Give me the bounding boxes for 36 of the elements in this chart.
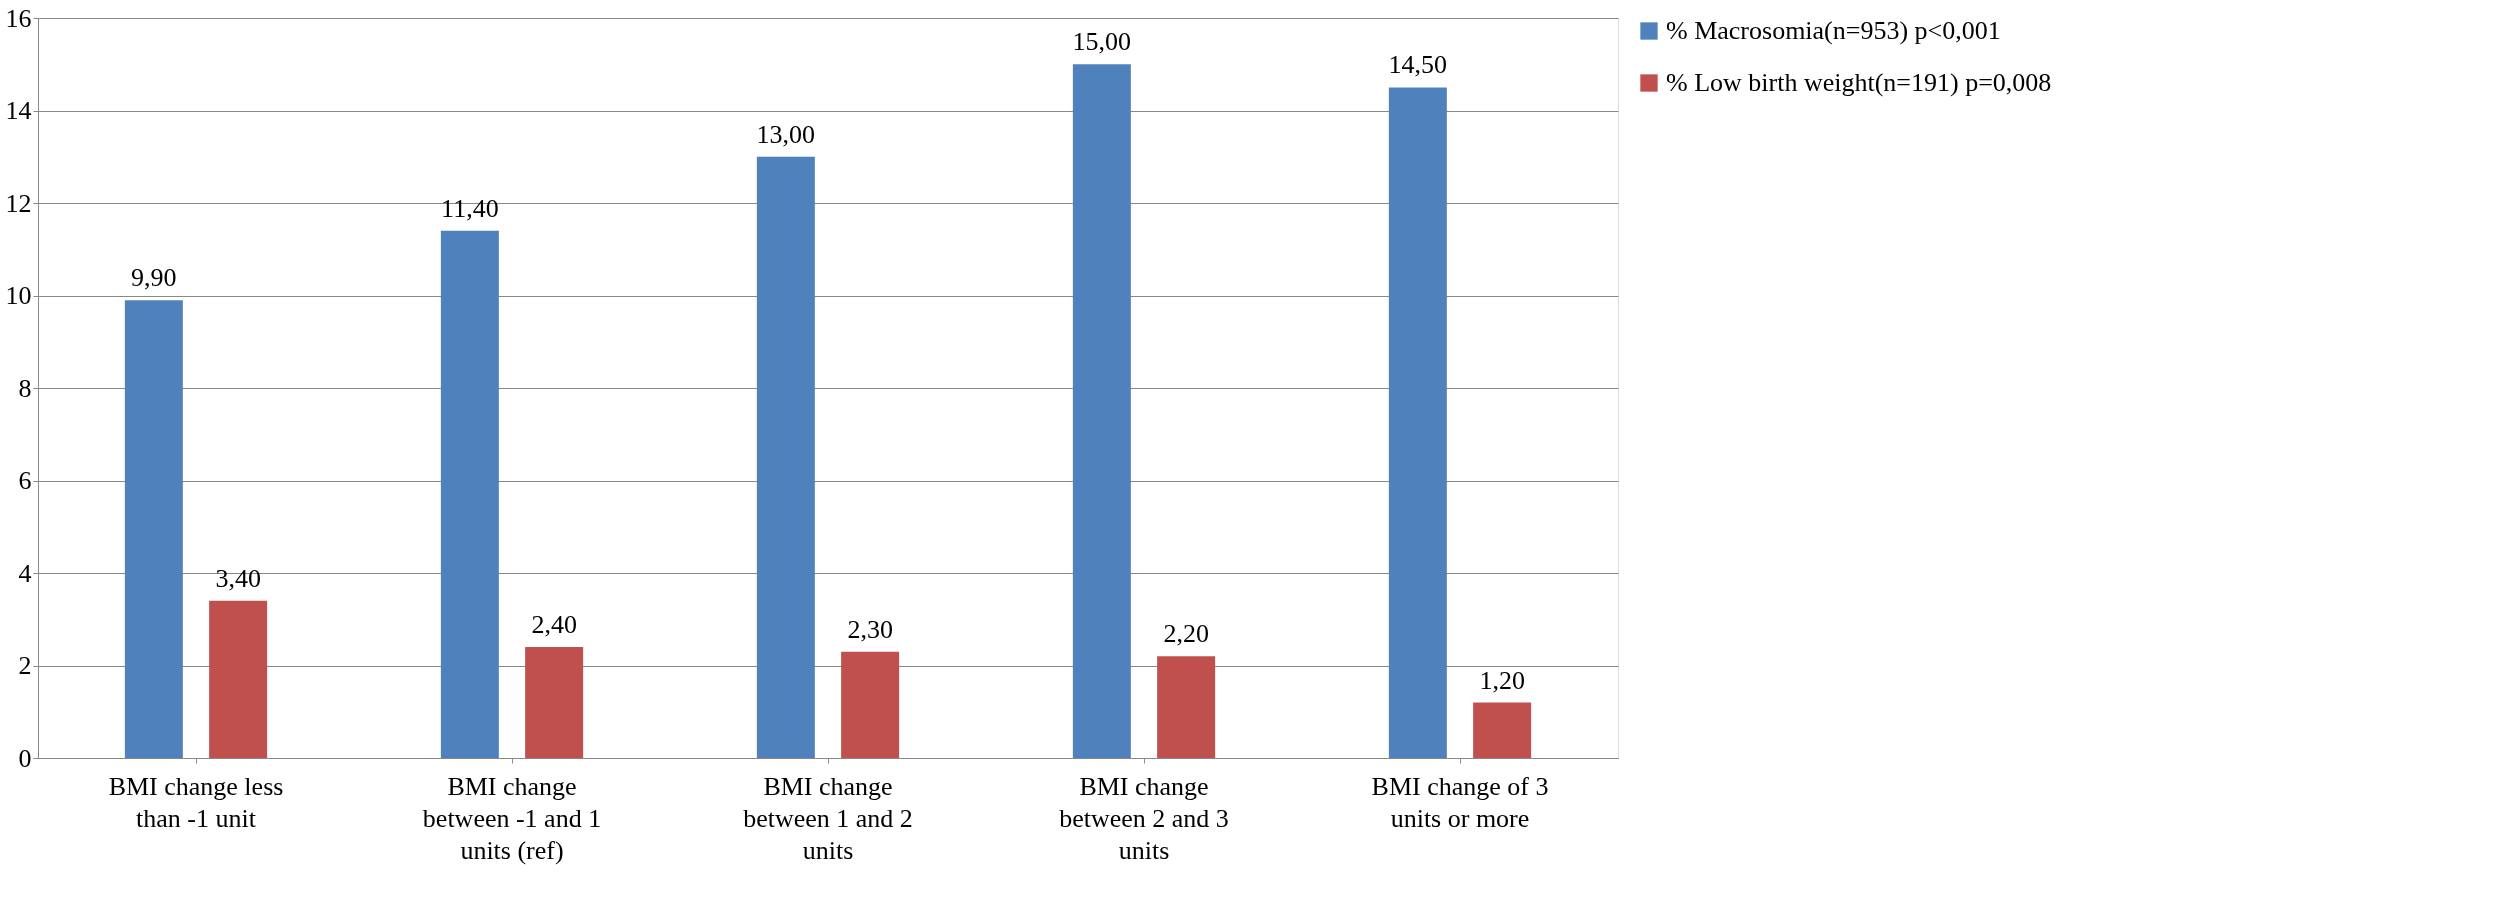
x-tick-label: BMI change of 3 units or more bbox=[1371, 771, 1549, 833]
x-tick-label: BMI change between 2 and 3 units bbox=[1059, 771, 1229, 865]
data-label: 2,20 bbox=[1163, 619, 1209, 649]
bar bbox=[1473, 702, 1532, 758]
data-label: 11,40 bbox=[441, 193, 499, 223]
data-label: 13,00 bbox=[756, 119, 816, 149]
bar bbox=[440, 230, 499, 758]
data-label: 2,30 bbox=[847, 614, 893, 644]
legend-label: % Low birth weight(n=191) p=0,008 bbox=[1666, 68, 2052, 97]
x-tick-label: BMI change between -1 and 1 units (ref) bbox=[422, 771, 602, 865]
bar bbox=[525, 647, 584, 758]
x-tick-label: BMI change between 1 and 2 units bbox=[743, 771, 913, 865]
bar bbox=[841, 651, 900, 758]
y-tick-label: 12 bbox=[5, 188, 32, 218]
bar bbox=[124, 300, 183, 758]
data-label: 3,40 bbox=[215, 563, 261, 593]
bar bbox=[1072, 64, 1131, 758]
x-tick-label: BMI change less than -1 unit bbox=[108, 771, 284, 833]
y-tick-label: 8 bbox=[18, 373, 32, 403]
data-label: 15,00 bbox=[1072, 27, 1132, 57]
bar bbox=[1157, 656, 1216, 758]
y-tick-label: 14 bbox=[5, 96, 32, 125]
y-tick-label: 4 bbox=[18, 558, 32, 588]
data-label: 1,20 bbox=[1479, 665, 1525, 695]
data-label: 2,40 bbox=[531, 610, 577, 639]
y-tick-label: 16 bbox=[5, 3, 32, 33]
data-label: 9,90 bbox=[131, 263, 177, 293]
y-tick-label: 10 bbox=[5, 281, 32, 310]
y-tick-label: 6 bbox=[18, 466, 32, 495]
bar bbox=[209, 600, 268, 758]
bar bbox=[756, 156, 815, 758]
legend-label: % Macrosomia(n=953) p<0,001 bbox=[1666, 16, 2001, 45]
data-label: 14,50 bbox=[1388, 50, 1448, 80]
y-tick-label: 0 bbox=[18, 743, 32, 773]
y-tick-label: 2 bbox=[18, 651, 32, 680]
bar bbox=[1388, 87, 1447, 758]
